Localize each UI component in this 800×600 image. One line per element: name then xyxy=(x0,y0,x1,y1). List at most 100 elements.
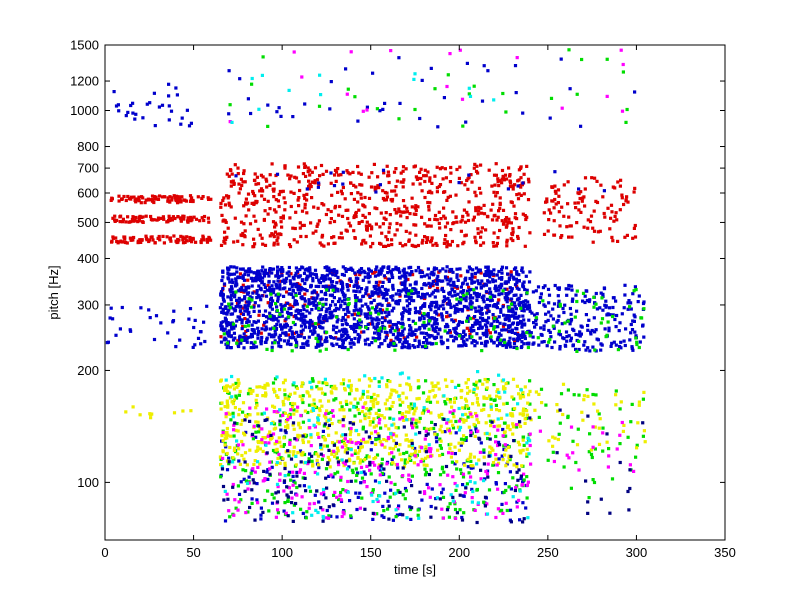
data-point xyxy=(237,300,241,304)
data-point xyxy=(254,182,258,186)
data-point xyxy=(385,331,389,335)
data-point xyxy=(585,298,589,303)
data-point xyxy=(270,465,274,469)
data-point xyxy=(270,492,274,496)
data-point xyxy=(412,223,416,227)
data-point xyxy=(377,345,381,349)
data-point xyxy=(361,278,365,282)
data-point xyxy=(316,340,320,344)
data-point xyxy=(461,494,465,498)
data-point xyxy=(303,292,307,296)
data-point xyxy=(338,204,342,209)
data-point xyxy=(137,195,141,199)
data-point xyxy=(389,488,393,492)
data-point xyxy=(378,289,382,293)
data-point xyxy=(344,228,348,232)
data-point xyxy=(525,409,529,413)
data-point xyxy=(402,306,406,310)
data-point xyxy=(281,268,285,272)
data-point xyxy=(253,301,257,305)
data-point xyxy=(537,300,541,305)
data-point xyxy=(363,440,367,444)
data-point xyxy=(498,424,502,428)
data-point xyxy=(261,385,265,390)
data-point xyxy=(364,288,368,292)
data-point xyxy=(505,238,509,242)
data-point xyxy=(534,319,538,323)
data-point xyxy=(470,301,474,305)
data-point xyxy=(307,335,311,339)
data-point xyxy=(394,193,398,197)
data-point xyxy=(275,309,279,313)
data-point xyxy=(555,403,559,407)
data-point xyxy=(122,194,126,199)
data-point xyxy=(292,408,296,412)
data-point xyxy=(481,298,485,302)
data-point xyxy=(235,385,239,389)
data-point xyxy=(560,322,564,326)
data-point xyxy=(426,314,430,318)
data-point xyxy=(408,407,412,411)
data-point xyxy=(568,306,572,311)
data-point xyxy=(634,336,638,340)
data-point xyxy=(242,171,246,176)
data-point xyxy=(593,330,597,334)
data-point xyxy=(586,394,590,398)
data-point xyxy=(507,317,511,321)
data-point xyxy=(470,305,474,309)
data-point xyxy=(486,321,490,325)
data-point xyxy=(281,444,285,448)
data-point xyxy=(422,274,427,278)
data-point xyxy=(520,340,524,344)
data-point xyxy=(202,238,206,242)
data-point xyxy=(482,395,486,399)
data-point xyxy=(305,309,309,313)
data-point xyxy=(501,208,506,212)
data-point xyxy=(367,415,371,420)
data-point xyxy=(239,309,243,313)
data-point xyxy=(356,299,360,303)
data-point xyxy=(499,416,504,420)
data-point xyxy=(486,328,490,332)
data-point xyxy=(551,324,555,328)
data-point xyxy=(292,412,296,416)
data-point xyxy=(513,331,517,335)
data-point xyxy=(409,388,413,392)
data-point xyxy=(388,324,392,328)
data-point xyxy=(390,457,394,461)
data-point xyxy=(311,279,315,283)
data-point xyxy=(310,301,314,305)
data-point xyxy=(453,285,457,289)
data-point xyxy=(306,343,310,347)
data-point xyxy=(291,423,295,427)
data-point xyxy=(435,304,439,308)
data-point xyxy=(298,267,302,272)
data-point xyxy=(457,176,461,180)
data-point xyxy=(507,217,511,221)
data-point xyxy=(249,111,253,116)
data-point xyxy=(448,243,452,247)
data-point xyxy=(580,57,584,62)
data-point xyxy=(414,449,418,453)
data-point xyxy=(589,214,594,218)
data-point xyxy=(252,237,256,241)
data-point xyxy=(418,170,422,174)
data-point xyxy=(575,92,579,96)
data-point xyxy=(251,279,255,283)
data-point xyxy=(398,299,402,303)
data-point xyxy=(568,224,572,228)
data-point xyxy=(386,343,390,348)
data-point xyxy=(229,285,234,289)
data-point xyxy=(261,189,265,193)
data-point xyxy=(377,269,381,273)
data-point xyxy=(428,334,432,338)
data-point xyxy=(229,335,233,339)
data-point xyxy=(242,169,246,173)
data-point xyxy=(592,316,596,320)
data-point xyxy=(385,238,390,242)
data-point xyxy=(349,338,353,342)
data-point xyxy=(341,333,345,338)
data-point xyxy=(386,271,390,275)
data-point xyxy=(299,507,303,511)
data-point xyxy=(522,172,526,176)
